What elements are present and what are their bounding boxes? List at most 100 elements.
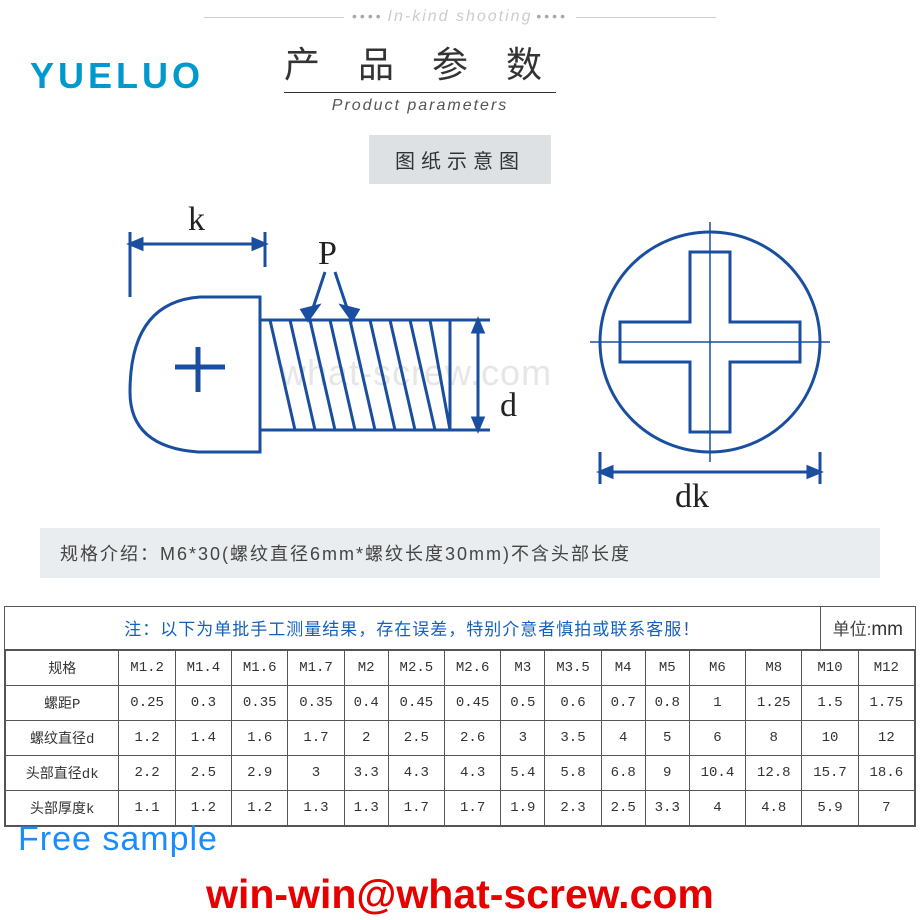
table-cell: 2.5: [175, 756, 231, 791]
table-cell: 5.8: [545, 756, 601, 791]
label-k: k: [188, 202, 205, 238]
table-header-cell: M1.2: [119, 651, 175, 686]
table-cell: 2.3: [545, 791, 601, 826]
table-cell: 4.8: [746, 791, 802, 826]
top-row: YUELUO 产 品 参 数 Product parameters: [0, 26, 920, 115]
table-cell: 1.9: [501, 791, 545, 826]
table-cell: 5.4: [501, 756, 545, 791]
table-cell: 1.25: [746, 686, 802, 721]
table-cell: 0.45: [445, 686, 501, 721]
spec-table-container: 注：以下为单批手工测量结果，存在误差，特别介意者慎拍或联系客服！ 单位:mm 规…: [4, 606, 916, 827]
table-cell: 6: [689, 721, 745, 756]
spec-table: 规格M1.2M1.4M1.6M1.7M2M2.5M2.6M3M3.5M4M5M6…: [5, 650, 915, 826]
table-cell: 1.7: [445, 791, 501, 826]
table-cell: 1: [689, 686, 745, 721]
table-cell: 6.8: [601, 756, 645, 791]
table-cell: 0.45: [388, 686, 444, 721]
table-cell: 7: [858, 791, 914, 826]
technical-diagram: what-screw.com: [40, 202, 880, 512]
table-cell: 2.2: [119, 756, 175, 791]
table-cell: 0.6: [545, 686, 601, 721]
table-cell: 12: [858, 721, 914, 756]
table-cell: 9: [645, 756, 689, 791]
table-row: 螺纹直径d1.21.41.61.722.52.633.545681012: [6, 721, 915, 756]
table-cell: 2.9: [232, 756, 288, 791]
table-cell: 螺距P: [6, 686, 119, 721]
table-cell: 2.6: [445, 721, 501, 756]
table-cell: 0.4: [344, 686, 388, 721]
table-header-cell: M10: [802, 651, 858, 686]
table-note: 注：以下为单批手工测量结果，存在误差，特别介意者慎拍或联系客服！: [5, 607, 821, 649]
table-cell: 0.25: [119, 686, 175, 721]
table-header-cell: M1.6: [232, 651, 288, 686]
table-header-cell: M6: [689, 651, 745, 686]
table-cell: 0.35: [232, 686, 288, 721]
table-header-cell: 规格: [6, 651, 119, 686]
table-header-cell: M3: [501, 651, 545, 686]
table-cell: 1.7: [288, 721, 344, 756]
table-cell: 4: [601, 721, 645, 756]
table-cell: 2.5: [388, 721, 444, 756]
table-cell: 0.7: [601, 686, 645, 721]
table-header-cell: M2: [344, 651, 388, 686]
spec-description: 规格介绍：M6*30(螺纹直径6mm*螺纹长度30mm)不含头部长度: [40, 528, 880, 578]
table-cell: 1.6: [232, 721, 288, 756]
table-header-cell: M3.5: [545, 651, 601, 686]
screw-top-view: [570, 202, 870, 512]
table-cell: 3.5: [545, 721, 601, 756]
header-decoration: •••• In-kind shooting ••••: [0, 0, 920, 26]
table-cell: 0.3: [175, 686, 231, 721]
table-cell: 3.3: [645, 791, 689, 826]
title-chinese: 产 品 参 数: [284, 36, 556, 88]
free-sample-overlay: Free sample: [18, 820, 218, 859]
table-cell: 1.3: [344, 791, 388, 826]
table-header-cell: M4: [601, 651, 645, 686]
table-cell: 螺纹直径d: [6, 721, 119, 756]
table-header-cell: M2.5: [388, 651, 444, 686]
table-cell: 4.3: [388, 756, 444, 791]
table-unit: 单位:mm: [821, 607, 915, 649]
table-cell: 1.2: [119, 721, 175, 756]
table-cell: 1.2: [232, 791, 288, 826]
brand-logo: YUELUO: [30, 55, 204, 97]
label-P: P: [318, 235, 337, 272]
table-header-cell: M12: [858, 651, 914, 686]
table-cell: 18.6: [858, 756, 914, 791]
table-cell: 3: [501, 721, 545, 756]
table-cell: 8: [746, 721, 802, 756]
table-header-cell: M2.6: [445, 651, 501, 686]
screw-side-view: k P: [80, 202, 500, 512]
table-header-cell: M8: [746, 651, 802, 686]
table-row: 头部直径dk2.22.52.933.34.34.35.45.86.8910.41…: [6, 756, 915, 791]
table-cell: 头部直径dk: [6, 756, 119, 791]
table-cell: 5: [645, 721, 689, 756]
title-block: 产 品 参 数 Product parameters: [284, 36, 556, 115]
table-cell: 1.3: [288, 791, 344, 826]
table-cell: 12.8: [746, 756, 802, 791]
table-cell: 0.5: [501, 686, 545, 721]
email-overlay: win-win@what-screw.com: [0, 871, 920, 918]
table-cell: 3: [288, 756, 344, 791]
table-cell: 15.7: [802, 756, 858, 791]
table-cell: 5.9: [802, 791, 858, 826]
title-english: Product parameters: [284, 92, 556, 115]
table-header-cell: M5: [645, 651, 689, 686]
table-row: 螺距P0.250.30.350.350.40.450.450.50.60.70.…: [6, 686, 915, 721]
header-script: In-kind shooting: [388, 8, 533, 25]
table-cell: 0.35: [288, 686, 344, 721]
table-cell: 0.8: [645, 686, 689, 721]
table-cell: 2: [344, 721, 388, 756]
table-cell: 1.75: [858, 686, 914, 721]
table-cell: 2.5: [601, 791, 645, 826]
table-cell: 1.4: [175, 721, 231, 756]
table-cell: 1.7: [388, 791, 444, 826]
table-cell: 3.3: [344, 756, 388, 791]
table-cell: 4.3: [445, 756, 501, 791]
table-header-cell: M1.4: [175, 651, 231, 686]
table-cell: 1.5: [802, 686, 858, 721]
table-header-cell: M1.7: [288, 651, 344, 686]
table-cell: 4: [689, 791, 745, 826]
table-cell: 10.4: [689, 756, 745, 791]
table-note-row: 注：以下为单批手工测量结果，存在误差，特别介意者慎拍或联系客服！ 单位:mm: [5, 607, 915, 650]
table-cell: 10: [802, 721, 858, 756]
